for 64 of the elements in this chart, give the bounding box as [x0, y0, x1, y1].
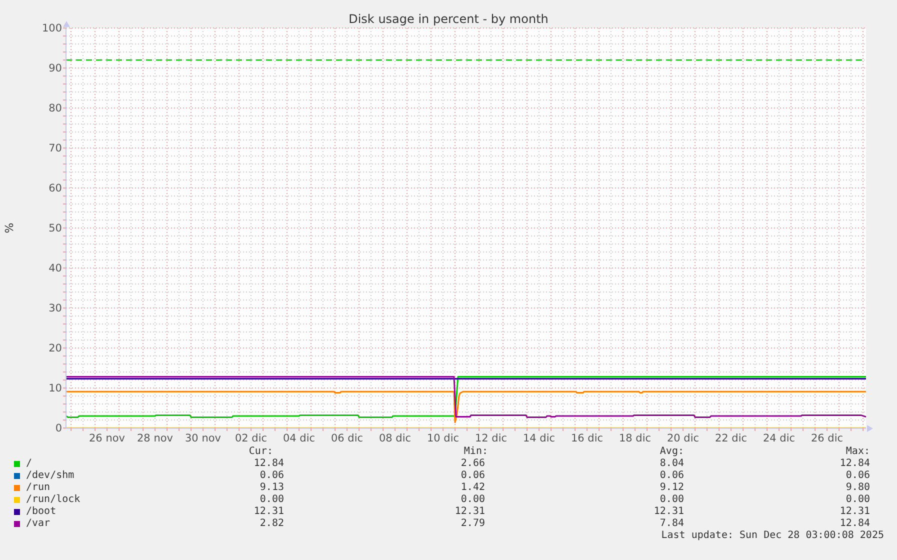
x-tick-label: 24 dic: [762, 432, 796, 444]
x-tick-label: 28 nov: [137, 432, 173, 444]
legend-label: /boot: [26, 506, 56, 517]
y-tick-label: 50: [48, 222, 62, 235]
legend-label: /dev/shm: [26, 470, 74, 481]
text: 0.00: [260, 494, 284, 505]
text: 7.84: [660, 518, 684, 529]
text: 0.06: [660, 470, 684, 481]
text: 8.04: [660, 458, 684, 469]
text: 12.31: [840, 506, 870, 517]
x-tick-label: 30 nov: [185, 432, 221, 444]
legend-label: /run: [26, 482, 50, 493]
chart-title: Disk usage in percent - by month: [348, 12, 548, 26]
y-tick-label: 40: [48, 262, 62, 275]
y-tick-label: 80: [48, 102, 62, 115]
x-tick-label: 04 dic: [282, 432, 316, 444]
y-tick-label: 30: [48, 302, 62, 315]
x-tick-label: 22 dic: [714, 432, 748, 444]
text: 1.42: [460, 482, 485, 493]
text: 2.66: [460, 458, 485, 469]
x-tick-label: 26 nov: [89, 432, 125, 444]
legend-label: /run/lock: [26, 494, 80, 505]
y-tick-label: 60: [48, 182, 62, 195]
y-tick-label: 100: [42, 22, 62, 35]
text: Avg:: [660, 446, 684, 457]
text: 0.00: [846, 494, 870, 505]
text: Last update: Sun Dec 28 03:00:08 2025: [661, 530, 884, 541]
text: 2.79: [460, 518, 485, 529]
text: 12.84: [840, 518, 870, 529]
text: 0.06: [846, 470, 870, 481]
text: 0.00: [660, 494, 684, 505]
text: 0.06: [260, 470, 284, 481]
x-tick-label: 26 dic: [810, 432, 844, 444]
text: 2.82: [260, 518, 284, 529]
y-tick-label: 90: [48, 62, 62, 75]
text: 12.31: [454, 506, 485, 517]
x-tick-label: 10 dic: [426, 432, 460, 444]
text: 9.80: [846, 482, 870, 493]
text: Cur:: [248, 446, 273, 457]
text: 12.31: [254, 506, 284, 517]
y-tick-label: 20: [48, 342, 62, 355]
text: Min:: [464, 446, 488, 457]
x-tick-label: 18 dic: [618, 432, 652, 444]
text: 12.84: [254, 458, 284, 469]
x-tick-label: 16 dic: [570, 432, 604, 444]
y-tick-label: 10: [48, 382, 62, 395]
text: 0.00: [460, 494, 485, 505]
text: 0.06: [460, 470, 485, 481]
x-tick-label: 02 dic: [234, 432, 268, 444]
text: 9.12: [660, 482, 684, 493]
x-tick-label: 12 dic: [474, 432, 508, 444]
text: 12.84: [840, 458, 870, 469]
text: Max:: [846, 446, 870, 457]
text: 9.13: [260, 482, 284, 493]
text: 12.31: [654, 506, 684, 517]
x-tick-label: 08 dic: [378, 432, 412, 444]
y-tick-label: 0: [55, 422, 62, 435]
y-tick-label: 70: [48, 142, 62, 155]
y-axis-title: %: [3, 222, 16, 234]
legend-label: /: [26, 458, 32, 469]
x-tick-label: 06 dic: [330, 432, 364, 444]
legend-label: /var: [26, 518, 50, 529]
x-tick-label: 20 dic: [666, 432, 700, 444]
x-tick-label: 14 dic: [522, 432, 556, 444]
